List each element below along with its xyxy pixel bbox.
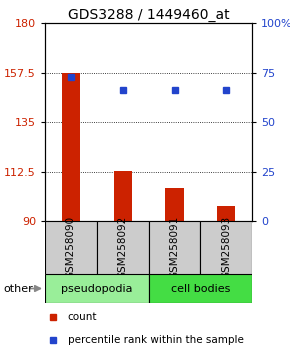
Bar <box>114 171 132 221</box>
Bar <box>217 206 235 221</box>
Text: GSM258093: GSM258093 <box>221 216 231 279</box>
Bar <box>148 274 252 303</box>
Text: GSM258090: GSM258090 <box>66 216 76 279</box>
Text: GSM258092: GSM258092 <box>118 216 128 279</box>
Text: pseudopodia: pseudopodia <box>61 284 133 293</box>
Bar <box>45 221 97 274</box>
Text: cell bodies: cell bodies <box>171 284 230 293</box>
Bar <box>62 73 80 221</box>
Bar <box>148 221 200 274</box>
Text: percentile rank within the sample: percentile rank within the sample <box>68 335 244 345</box>
Bar <box>166 188 184 221</box>
Text: other: other <box>3 284 33 293</box>
Bar <box>97 221 148 274</box>
Bar <box>45 274 148 303</box>
Text: count: count <box>68 312 97 322</box>
Bar <box>200 221 252 274</box>
Title: GDS3288 / 1449460_at: GDS3288 / 1449460_at <box>68 8 229 22</box>
Text: GSM258091: GSM258091 <box>170 216 180 279</box>
